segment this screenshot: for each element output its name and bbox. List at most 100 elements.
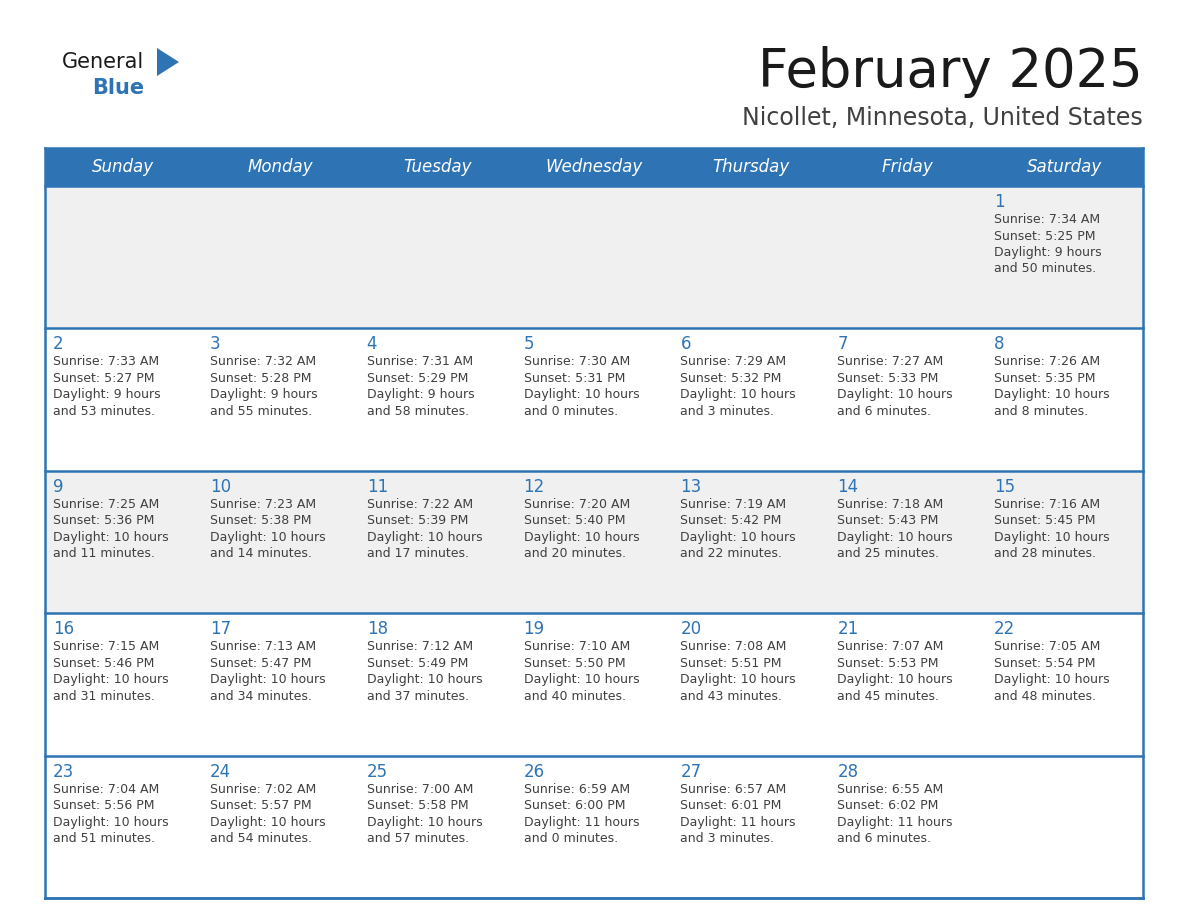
Text: Daylight: 10 hours: Daylight: 10 hours: [210, 531, 326, 543]
Text: Daylight: 11 hours: Daylight: 11 hours: [524, 815, 639, 829]
Bar: [45, 613, 1143, 756]
Text: Sunset: 5:45 PM: Sunset: 5:45 PM: [994, 514, 1095, 527]
Text: and 11 minutes.: and 11 minutes.: [53, 547, 154, 560]
Text: Sunrise: 7:30 AM: Sunrise: 7:30 AM: [524, 355, 630, 368]
Text: 21: 21: [838, 621, 859, 638]
Text: Sunset: 6:02 PM: Sunset: 6:02 PM: [838, 799, 939, 812]
Text: Daylight: 10 hours: Daylight: 10 hours: [838, 531, 953, 543]
Text: and 28 minutes.: and 28 minutes.: [994, 547, 1097, 560]
Text: Sunset: 5:49 PM: Sunset: 5:49 PM: [367, 656, 468, 670]
Text: Sunset: 5:43 PM: Sunset: 5:43 PM: [838, 514, 939, 527]
Text: Sunset: 5:25 PM: Sunset: 5:25 PM: [994, 230, 1095, 242]
Text: Daylight: 10 hours: Daylight: 10 hours: [367, 531, 482, 543]
Text: Sunset: 5:50 PM: Sunset: 5:50 PM: [524, 656, 625, 670]
Text: Daylight: 10 hours: Daylight: 10 hours: [210, 815, 326, 829]
Text: Sunset: 5:40 PM: Sunset: 5:40 PM: [524, 514, 625, 527]
Text: and 31 minutes.: and 31 minutes.: [53, 689, 154, 702]
Text: and 51 minutes.: and 51 minutes.: [53, 832, 154, 845]
Text: Daylight: 10 hours: Daylight: 10 hours: [524, 673, 639, 686]
Text: 20: 20: [681, 621, 702, 638]
Text: Daylight: 10 hours: Daylight: 10 hours: [994, 388, 1110, 401]
Text: and 55 minutes.: and 55 minutes.: [210, 405, 312, 418]
Text: Daylight: 10 hours: Daylight: 10 hours: [681, 673, 796, 686]
Text: Sunset: 5:53 PM: Sunset: 5:53 PM: [838, 656, 939, 670]
Text: Sunrise: 7:31 AM: Sunrise: 7:31 AM: [367, 355, 473, 368]
Text: Sunrise: 7:12 AM: Sunrise: 7:12 AM: [367, 640, 473, 654]
Text: Sunday: Sunday: [93, 158, 154, 176]
Text: Sunset: 5:56 PM: Sunset: 5:56 PM: [53, 799, 154, 812]
Bar: [45, 756, 1143, 898]
Text: and 40 minutes.: and 40 minutes.: [524, 689, 626, 702]
Text: 4: 4: [367, 335, 378, 353]
Text: Sunrise: 6:59 AM: Sunrise: 6:59 AM: [524, 783, 630, 796]
Text: Sunrise: 7:18 AM: Sunrise: 7:18 AM: [838, 498, 943, 510]
Text: Sunset: 5:27 PM: Sunset: 5:27 PM: [53, 372, 154, 385]
Text: Sunrise: 7:00 AM: Sunrise: 7:00 AM: [367, 783, 473, 796]
Text: 10: 10: [210, 477, 230, 496]
Text: Sunset: 5:33 PM: Sunset: 5:33 PM: [838, 372, 939, 385]
Text: 3: 3: [210, 335, 221, 353]
Text: Sunrise: 7:04 AM: Sunrise: 7:04 AM: [53, 783, 159, 796]
Text: 27: 27: [681, 763, 702, 780]
Text: Sunset: 6:00 PM: Sunset: 6:00 PM: [524, 799, 625, 812]
Text: and 37 minutes.: and 37 minutes.: [367, 689, 469, 702]
Text: and 3 minutes.: and 3 minutes.: [681, 405, 775, 418]
Text: Wednesday: Wednesday: [545, 158, 643, 176]
Text: Monday: Monday: [247, 158, 314, 176]
Text: Sunrise: 7:25 AM: Sunrise: 7:25 AM: [53, 498, 159, 510]
Text: and 6 minutes.: and 6 minutes.: [838, 832, 931, 845]
Text: 1: 1: [994, 193, 1005, 211]
Text: Saturday: Saturday: [1026, 158, 1102, 176]
Text: Sunrise: 7:23 AM: Sunrise: 7:23 AM: [210, 498, 316, 510]
Text: Sunset: 5:28 PM: Sunset: 5:28 PM: [210, 372, 311, 385]
Text: Sunrise: 7:20 AM: Sunrise: 7:20 AM: [524, 498, 630, 510]
Text: Blue: Blue: [91, 78, 144, 98]
Text: and 50 minutes.: and 50 minutes.: [994, 263, 1097, 275]
Text: 18: 18: [367, 621, 387, 638]
Text: Daylight: 11 hours: Daylight: 11 hours: [681, 815, 796, 829]
Bar: [45, 329, 1143, 471]
Text: and 58 minutes.: and 58 minutes.: [367, 405, 469, 418]
Text: Daylight: 10 hours: Daylight: 10 hours: [524, 531, 639, 543]
Text: Sunrise: 7:29 AM: Sunrise: 7:29 AM: [681, 355, 786, 368]
Text: 24: 24: [210, 763, 230, 780]
Text: Sunset: 5:39 PM: Sunset: 5:39 PM: [367, 514, 468, 527]
Text: 17: 17: [210, 621, 230, 638]
Text: 12: 12: [524, 477, 545, 496]
Text: 26: 26: [524, 763, 544, 780]
Text: Tuesday: Tuesday: [403, 158, 472, 176]
Bar: [45, 148, 1143, 186]
Text: Sunset: 5:36 PM: Sunset: 5:36 PM: [53, 514, 154, 527]
Text: Daylight: 10 hours: Daylight: 10 hours: [53, 531, 169, 543]
Text: Daylight: 10 hours: Daylight: 10 hours: [367, 815, 482, 829]
Text: and 0 minutes.: and 0 minutes.: [524, 405, 618, 418]
Text: 11: 11: [367, 477, 388, 496]
Text: Sunset: 5:51 PM: Sunset: 5:51 PM: [681, 656, 782, 670]
Text: Daylight: 10 hours: Daylight: 10 hours: [681, 531, 796, 543]
Text: General: General: [62, 52, 144, 72]
Text: Daylight: 10 hours: Daylight: 10 hours: [53, 673, 169, 686]
Text: Sunrise: 7:02 AM: Sunrise: 7:02 AM: [210, 783, 316, 796]
Text: Thursday: Thursday: [713, 158, 790, 176]
Bar: [45, 186, 1143, 329]
Text: Sunrise: 6:55 AM: Sunrise: 6:55 AM: [838, 783, 943, 796]
Text: Sunset: 5:54 PM: Sunset: 5:54 PM: [994, 656, 1095, 670]
Text: and 0 minutes.: and 0 minutes.: [524, 832, 618, 845]
Text: Daylight: 11 hours: Daylight: 11 hours: [838, 815, 953, 829]
Text: and 54 minutes.: and 54 minutes.: [210, 832, 312, 845]
Text: Sunset: 5:57 PM: Sunset: 5:57 PM: [210, 799, 311, 812]
Text: Nicollet, Minnesota, United States: Nicollet, Minnesota, United States: [742, 106, 1143, 130]
Text: Sunrise: 7:16 AM: Sunrise: 7:16 AM: [994, 498, 1100, 510]
Bar: [45, 471, 1143, 613]
Text: 8: 8: [994, 335, 1005, 353]
Text: Sunrise: 7:19 AM: Sunrise: 7:19 AM: [681, 498, 786, 510]
Text: 2: 2: [53, 335, 64, 353]
Text: Sunset: 5:42 PM: Sunset: 5:42 PM: [681, 514, 782, 527]
Text: Sunset: 5:32 PM: Sunset: 5:32 PM: [681, 372, 782, 385]
Text: Daylight: 10 hours: Daylight: 10 hours: [53, 815, 169, 829]
Text: 15: 15: [994, 477, 1016, 496]
Text: and 22 minutes.: and 22 minutes.: [681, 547, 783, 560]
Text: and 6 minutes.: and 6 minutes.: [838, 405, 931, 418]
Text: and 48 minutes.: and 48 minutes.: [994, 689, 1097, 702]
Text: Sunrise: 7:07 AM: Sunrise: 7:07 AM: [838, 640, 943, 654]
